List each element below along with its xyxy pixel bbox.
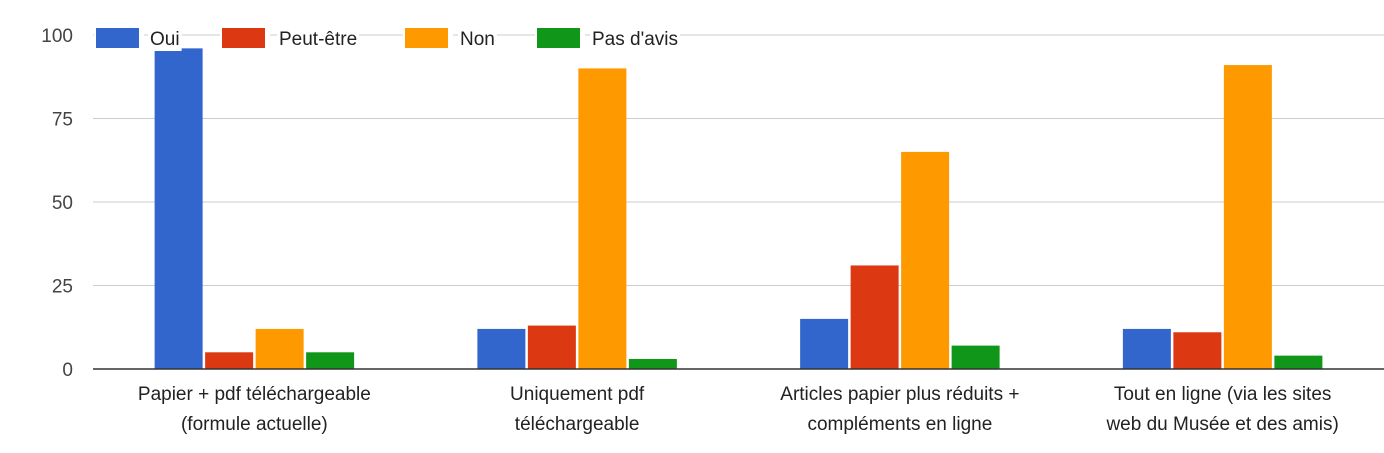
- legend-swatch: [96, 28, 139, 48]
- x-category-label: Papier + pdf téléchargeable: [138, 384, 371, 405]
- x-category-label: téléchargeable: [515, 414, 640, 435]
- x-category-label: (formule actuelle): [181, 414, 328, 435]
- legend-label: Peut-être: [279, 29, 357, 50]
- x-axis-labels: Papier + pdf téléchargeable (formule actu…: [138, 384, 1339, 435]
- gridlines: [93, 34, 1384, 286]
- bar-pas-d-avis-2[interactable]: [951, 345, 1000, 369]
- bar-oui-0[interactable]: [154, 48, 203, 370]
- y-tick-label: 75: [52, 110, 73, 131]
- legend-label: Non: [460, 29, 495, 50]
- x-category-label: compléments en ligne: [807, 414, 992, 435]
- legend-item-pas-d-avis[interactable]: Pas d'avis: [535, 26, 681, 51]
- legend-label-bg: [458, 27, 497, 51]
- legend-label-bg: [148, 27, 182, 51]
- y-tick-label: 25: [52, 277, 73, 298]
- legend-item-peut-tre[interactable]: Peut-être: [220, 26, 360, 51]
- bar-oui-2[interactable]: [800, 318, 849, 369]
- legend-item-non[interactable]: Non: [403, 26, 497, 51]
- bars: [154, 48, 1323, 370]
- x-category-label: Articles papier plus réduits +: [780, 384, 1019, 405]
- legend-swatch: [405, 28, 448, 48]
- bar-non-1[interactable]: [578, 68, 627, 370]
- x-category-label: Tout en ligne (via les sites: [1114, 384, 1332, 405]
- legend-swatch: [537, 28, 580, 48]
- bar-peut-tre-2[interactable]: [850, 265, 899, 369]
- bar-peut-tre-3[interactable]: [1173, 332, 1222, 369]
- bar-peut-tre-0[interactable]: [205, 352, 254, 369]
- y-tick-label: 50: [52, 193, 73, 214]
- legend-label: Pas d'avis: [592, 29, 678, 50]
- legend-swatch: [222, 28, 265, 48]
- y-tick-label: 100: [41, 26, 73, 47]
- bar-pas-d-avis-3[interactable]: [1274, 355, 1323, 369]
- bar-non-0[interactable]: [255, 328, 304, 369]
- x-category-label: Uniquement pdf: [510, 384, 645, 405]
- bar-oui-1[interactable]: [477, 328, 526, 369]
- legend-item-oui[interactable]: Oui: [94, 26, 182, 51]
- legend[interactable]: Oui Peut-être Non Pas d'avis: [94, 26, 681, 51]
- legend-label-bg: [277, 27, 360, 51]
- y-axis-ticks: 0 25 50 75 100: [41, 26, 73, 381]
- x-category-label: web du Musée et des amis): [1105, 414, 1338, 435]
- bar-pas-d-avis-0[interactable]: [306, 352, 355, 369]
- bar-non-2[interactable]: [901, 151, 950, 369]
- bar-non-3[interactable]: [1223, 65, 1272, 369]
- bar-pas-d-avis-1[interactable]: [628, 358, 677, 369]
- bar-peut-tre-1[interactable]: [527, 325, 576, 369]
- bar-oui-3[interactable]: [1122, 328, 1171, 369]
- legend-label: Oui: [150, 29, 180, 50]
- legend-label-bg: [590, 27, 681, 51]
- y-tick-label: 0: [62, 360, 73, 381]
